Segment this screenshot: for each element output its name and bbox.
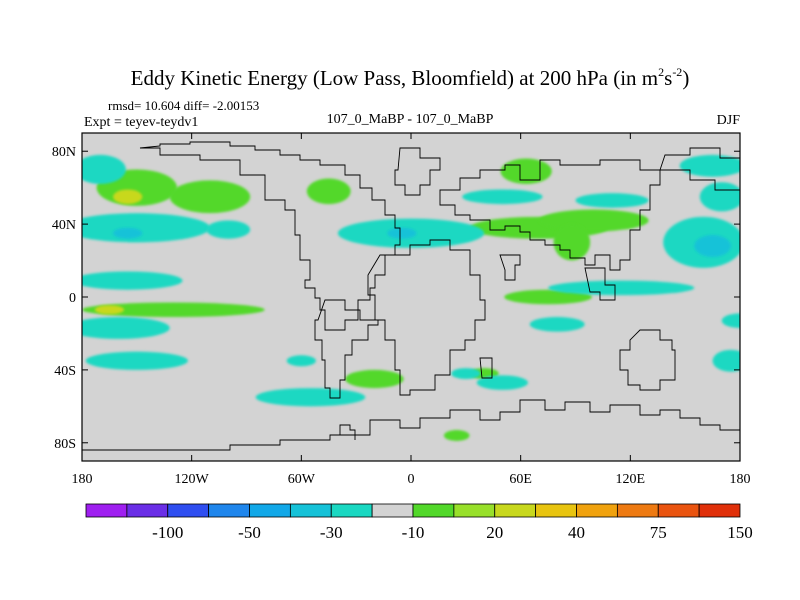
stats-label: rmsd= 10.604 diff= -2.00153 xyxy=(108,98,259,113)
colorbar-swatch-5 xyxy=(289,503,332,518)
chart-title: Eddy Kinetic Energy (Low Pass, Bloomfiel… xyxy=(131,65,690,90)
x-tick-label-2: 60W xyxy=(288,472,316,487)
y-tick-label-3: 40S xyxy=(54,364,76,379)
y-tick-label-4: 80S xyxy=(54,437,76,452)
colorbar-swatch-1 xyxy=(126,503,169,518)
colorbar: -100 -50 -30 -10 20 40 75 150 xyxy=(85,503,753,542)
field-region-6 xyxy=(538,209,649,232)
coastline-india xyxy=(499,254,521,281)
colorbar-swatch-9 xyxy=(453,503,496,518)
field-region-2 xyxy=(169,180,251,214)
coastline-siberia-east xyxy=(659,147,740,191)
y-tick-label-1: 40N xyxy=(52,218,76,233)
run-label: 107_0_MaBP - 107_0_MaBP xyxy=(327,112,494,127)
x-axis: 180 120W 60W 0 60E 120E 180 xyxy=(72,133,751,487)
colorbar-swatch-10 xyxy=(494,503,537,518)
colorbar-label-4: 20 xyxy=(486,523,503,542)
coastline-south-america xyxy=(314,299,379,399)
field-region-31 xyxy=(575,193,649,208)
x-tick-label-6: 180 xyxy=(730,472,751,487)
colorbar-swatch-7 xyxy=(371,503,414,518)
field-region-35 xyxy=(451,368,481,379)
field-region-13 xyxy=(443,430,470,441)
colorbar-swatch-12 xyxy=(576,503,618,518)
plot-background xyxy=(82,133,740,461)
expt-label: Expt = teyev-teydv1 xyxy=(84,115,198,130)
colorbar-label-6: 75 xyxy=(650,523,667,542)
field-region-10 xyxy=(94,305,125,315)
field-region-1 xyxy=(113,189,143,205)
field-region-29 xyxy=(462,189,543,205)
y-axis: 80N 40N 0 40S 80S xyxy=(52,145,740,452)
field-region-9 xyxy=(82,302,265,318)
field-region-28 xyxy=(387,227,417,239)
field-region-14 xyxy=(679,154,740,177)
colorbar-swatch-14 xyxy=(657,503,700,518)
coastline-southeast-asia xyxy=(584,267,616,301)
coastlines xyxy=(82,141,740,451)
field-region-7 xyxy=(553,224,591,261)
colorbar-swatch-0 xyxy=(85,503,128,518)
colorbar-label-5: 40 xyxy=(568,523,585,542)
field-region-36 xyxy=(712,349,740,372)
season-label: DJF xyxy=(717,113,741,128)
field-region-33 xyxy=(721,313,740,328)
field-region-23 xyxy=(82,317,170,339)
field-region-24 xyxy=(85,351,189,370)
field-region-3 xyxy=(306,178,351,205)
x-tick-label-1: 120W xyxy=(175,472,210,487)
colorbar-swatch-4 xyxy=(249,503,291,518)
colorbar-label-7: 150 xyxy=(727,523,753,542)
coastline-antarctic-peninsula xyxy=(330,424,356,440)
coastline-eurasia xyxy=(439,159,661,271)
coastline-australia xyxy=(619,329,676,391)
field-regions xyxy=(82,154,740,441)
field-region-25 xyxy=(286,355,316,367)
coastline-greenland xyxy=(394,147,441,196)
x-tick-label-3: 0 xyxy=(408,472,415,487)
x-tick-label-0: 180 xyxy=(72,472,93,487)
colorbar-swatch-8 xyxy=(412,503,455,518)
y-tick-label-2: 0 xyxy=(69,291,76,306)
colorbar-swatch-15 xyxy=(698,503,741,518)
x-tick-label-4: 60E xyxy=(509,472,532,487)
field-region-21 xyxy=(206,220,251,239)
colorbar-swatch-6 xyxy=(330,503,373,518)
colorbar-swatch-13 xyxy=(616,503,659,518)
coastline-antarctica xyxy=(82,399,740,451)
x-tick-label-5: 120E xyxy=(616,472,646,487)
colorbar-swatch-3 xyxy=(208,503,250,518)
field-region-34 xyxy=(476,375,528,390)
field-region-18 xyxy=(82,154,126,185)
colorbar-swatch-11 xyxy=(535,503,577,518)
field-region-32 xyxy=(529,317,585,332)
field-region-17 xyxy=(694,235,731,257)
coastline-madagascar xyxy=(479,357,493,379)
field-region-8 xyxy=(504,289,592,305)
field-region-15 xyxy=(699,182,740,212)
field-region-30 xyxy=(548,280,695,296)
colorbar-label-2: -30 xyxy=(320,523,343,542)
field-region-11 xyxy=(345,369,404,389)
coastline-north-america xyxy=(139,141,401,331)
colorbar-label-1: -50 xyxy=(238,523,261,542)
field-region-19 xyxy=(82,213,210,243)
coastline-africa xyxy=(367,239,486,396)
colorbar-label-3: -10 xyxy=(402,523,425,542)
field-region-20 xyxy=(113,227,143,239)
field-region-26 xyxy=(255,388,366,407)
y-tick-label-0: 80N xyxy=(52,145,76,160)
colorbar-label-0: -100 xyxy=(152,523,183,542)
colorbar-swatch-2 xyxy=(167,503,210,518)
field-region-22 xyxy=(82,271,183,290)
